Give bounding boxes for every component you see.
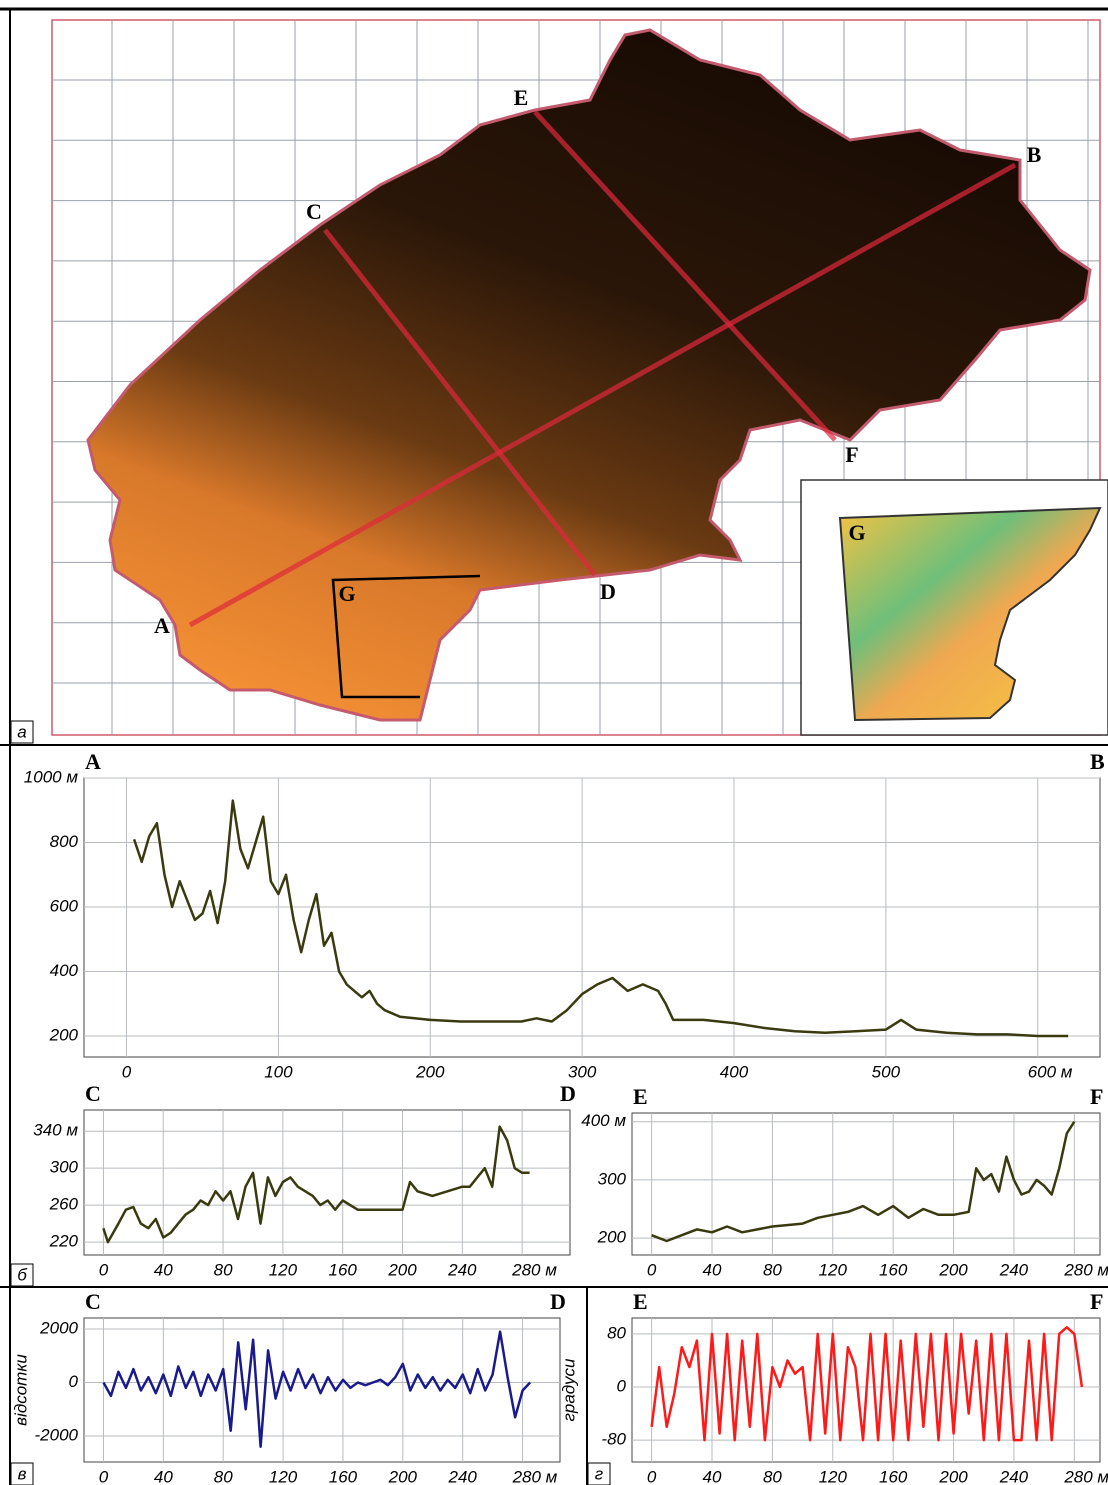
panel-letter: б [17,1265,28,1284]
map: A B C D E F G G [52,20,1108,735]
x-tick-label: 40 [154,1467,173,1485]
x-tick-label: 120 [819,1467,848,1485]
x-tick-label: 500 [872,1062,901,1081]
x-tick-label: 80 [763,1260,782,1279]
x-tick-label: 200 [415,1062,445,1081]
profile-start-label: A [85,749,101,774]
profile-end-label: B [1090,749,1105,774]
x-tick-label: 160 [329,1467,358,1485]
map-label: B [1027,142,1042,167]
x-tick-label: 120 [269,1260,298,1279]
map-label: A [154,613,170,638]
x-tick-label: 0 [647,1260,657,1279]
x-tick-label: 160 [879,1467,908,1485]
y-tick-label: 80 [607,1323,626,1342]
map-label: E [514,85,529,110]
y-tick-label: 340 м [33,1121,78,1140]
x-tick-label: 200 [938,1467,968,1485]
x-tick-label: 200 [387,1260,417,1279]
x-tick-label: 280 м [511,1260,557,1279]
y-tick-label: -80 [601,1430,626,1449]
x-tick-label: 200 [938,1260,968,1279]
x-tick-label: 80 [214,1260,233,1279]
x-tick-label: 240 [448,1467,478,1485]
panel-letter: а [17,722,26,741]
profile-start-label: C [85,1081,101,1106]
x-tick-label: 0 [647,1467,657,1485]
y-tick-label: 800 [50,832,79,851]
profile-start-label: C [85,1289,101,1314]
y-tick-label: 2000 [39,1318,78,1337]
x-tick-label: 160 [879,1260,908,1279]
panel-letter: в [18,1464,27,1483]
panel-letter: г [595,1464,603,1483]
x-tick-label: 280 м [512,1467,558,1485]
map-label: D [600,579,616,604]
x-tick-label: 240 [447,1260,477,1279]
x-tick-label: 280 м [1063,1260,1108,1279]
y-tick-label: 300 [50,1158,79,1177]
profile-end-label: D [550,1289,566,1314]
plot-frame [632,1113,1100,1255]
x-tick-label: 280 м [1063,1467,1108,1485]
x-tick-label: 120 [269,1467,298,1485]
x-tick-label: 600 м [1028,1062,1073,1081]
y-tick-label: 200 [49,1026,79,1045]
x-tick-label: 40 [703,1260,722,1279]
x-tick-label: 200 [388,1467,418,1485]
x-tick-label: 400 [720,1062,749,1081]
x-tick-label: 120 [819,1260,848,1279]
profile-start-label: E [633,1084,648,1109]
map-label: C [306,199,322,224]
map-label: F [845,442,858,467]
y-tick-label: 1000 м [24,767,79,786]
profile-end-label: F [1090,1289,1103,1314]
map-label: G [338,581,355,606]
x-tick-label: 160 [329,1260,358,1279]
y-tick-label: 0 [69,1372,79,1391]
x-tick-label: 80 [214,1467,233,1485]
profile-end-label: D [560,1081,576,1106]
y-tick-label: 200 [597,1228,627,1247]
x-tick-label: 0 [99,1467,109,1485]
y-axis-title: градуси [559,1358,578,1421]
y-tick-label: -2000 [35,1426,79,1445]
y-tick-label: 300 [598,1169,627,1188]
figure: A B C D E F G G а б в г 0100200300400500… [0,0,1108,1485]
plot-frame [84,1110,570,1255]
y-tick-label: 0 [617,1376,627,1395]
y-tick-label: 400 [50,961,79,980]
y-tick-label: 400 м [581,1111,626,1130]
y-tick-label: 220 [49,1232,79,1251]
x-tick-label: 40 [154,1260,173,1279]
x-tick-label: 240 [999,1260,1029,1279]
x-tick-label: 40 [703,1467,722,1485]
x-tick-label: 240 [999,1467,1029,1485]
y-tick-label: 600 [50,897,79,916]
profile-end-label: F [1090,1084,1103,1109]
y-axis-title: відсотки [11,1354,30,1426]
x-tick-label: 300 [568,1062,597,1081]
inset-label: G [848,520,865,545]
x-tick-label: 0 [99,1260,109,1279]
x-tick-label: 100 [264,1062,293,1081]
x-tick-label: 0 [122,1062,132,1081]
profile-start-label: E [633,1289,648,1314]
x-tick-label: 80 [763,1467,782,1485]
y-tick-label: 260 [49,1195,79,1214]
